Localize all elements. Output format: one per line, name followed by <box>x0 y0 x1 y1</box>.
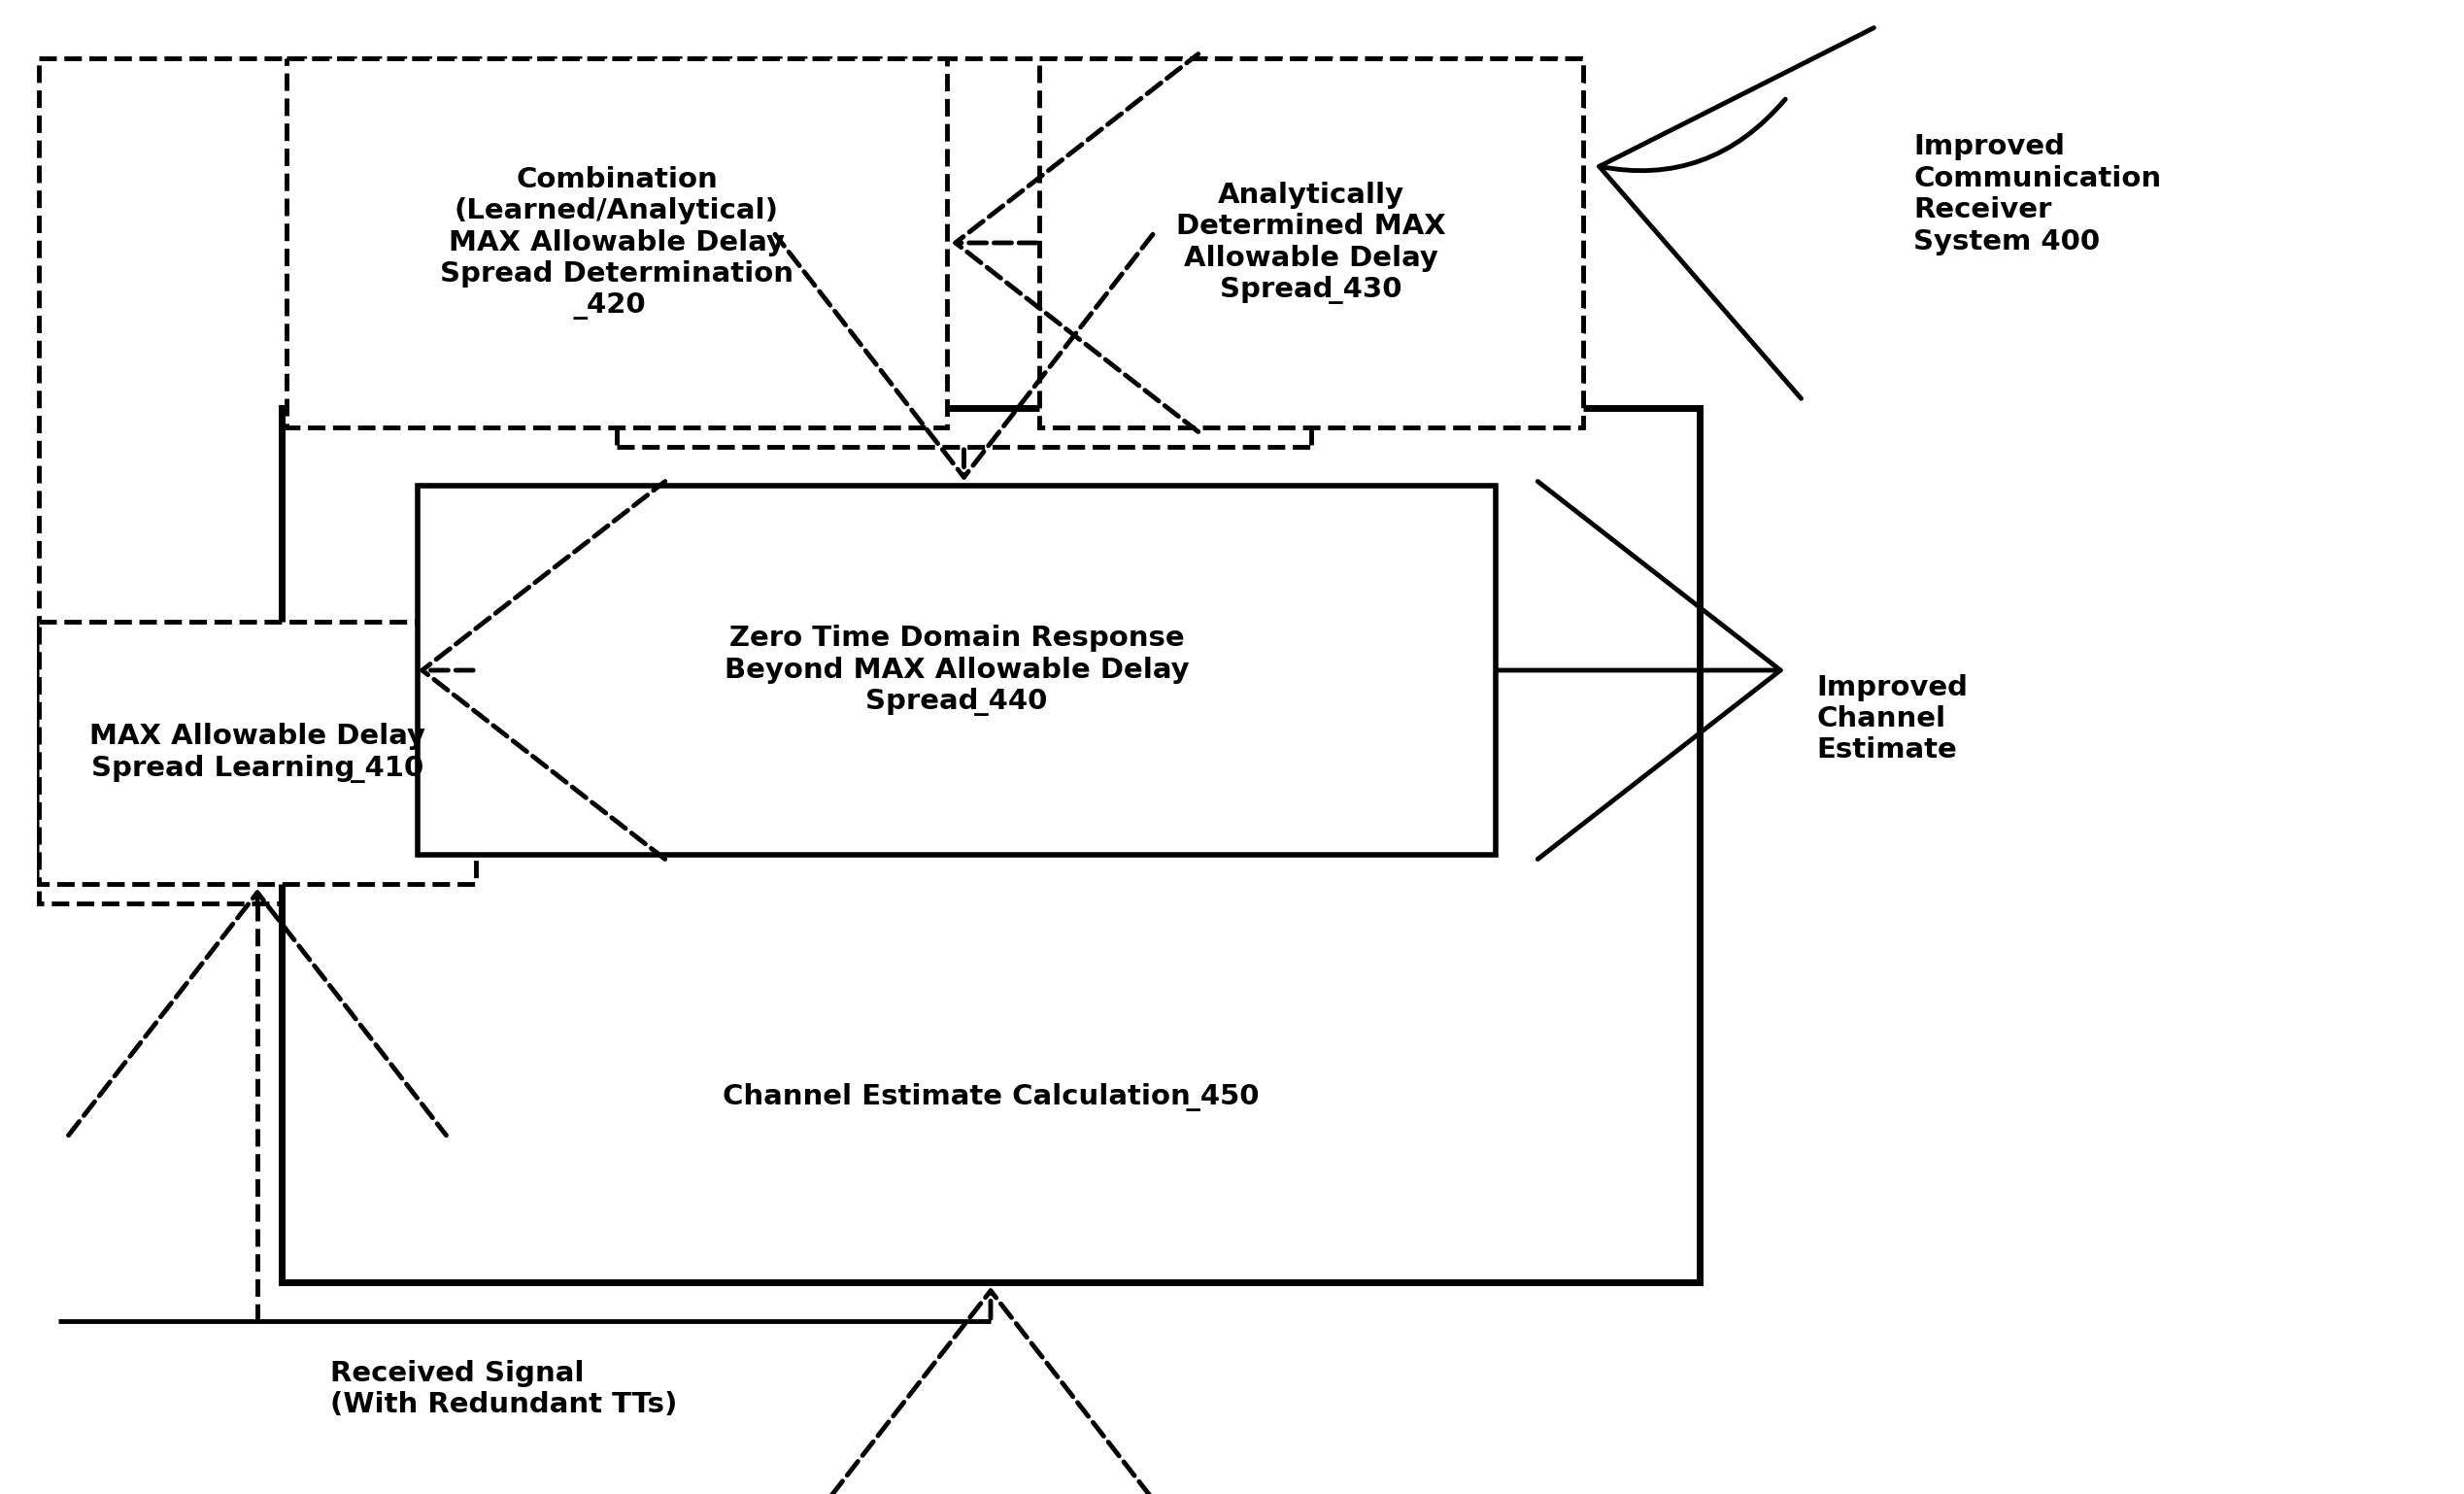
Text: Improved
Channel
Estimate: Improved Channel Estimate <box>1816 674 1969 763</box>
Bar <box>39 58 1582 904</box>
Bar <box>286 58 946 427</box>
Bar <box>416 486 1496 855</box>
Text: MAX Allowable Delay
Spread Learning ̲410: MAX Allowable Delay Spread Learning ̲410 <box>89 723 426 783</box>
Text: Channel Estimate Calculation ̲450: Channel Estimate Calculation ̲450 <box>722 1083 1259 1112</box>
Bar <box>281 408 1700 1282</box>
Text: Improved
Communication
Receiver
System 400: Improved Communication Receiver System 4… <box>1915 133 2161 255</box>
Bar <box>1040 58 1582 427</box>
Text: Zero Time Domain Response
Beyond MAX Allowable Delay
Spread ̲440: Zero Time Domain Response Beyond MAX All… <box>724 624 1190 716</box>
Text: Received Signal
(With Redundant TTs): Received Signal (With Redundant TTs) <box>330 1360 678 1418</box>
Text: Analytically
Determined MAX
Allowable Delay
Spread ̲430: Analytically Determined MAX Allowable De… <box>1175 182 1446 305</box>
Text: Combination
(Learned/Analytical)
MAX Allowable Delay
Spread Determination
̲420: Combination (Learned/Analytical) MAX All… <box>441 166 793 320</box>
Bar <box>39 622 476 884</box>
